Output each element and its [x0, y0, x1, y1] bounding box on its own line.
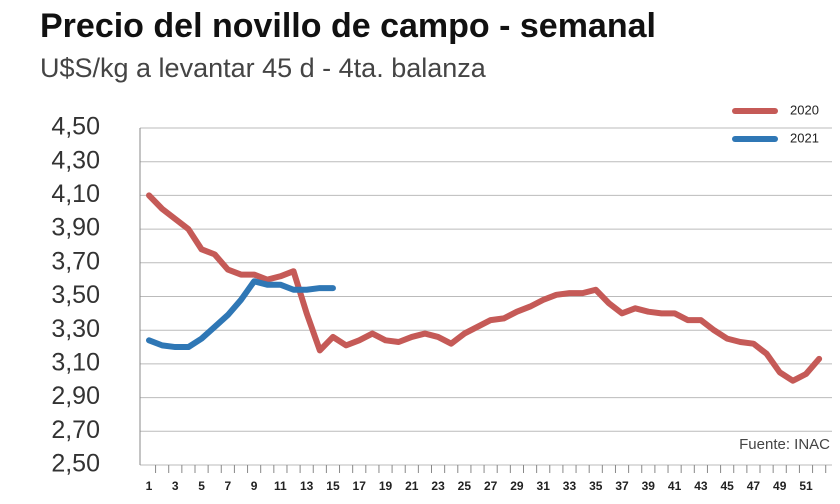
- x-tick-label: 49: [773, 479, 787, 493]
- y-tick-label: 4,10: [51, 180, 100, 208]
- x-tick-label: 5: [198, 479, 205, 493]
- x-tick-label: 41: [668, 479, 682, 493]
- x-tick-label: 3: [172, 479, 179, 493]
- x-tick-label: 11: [274, 479, 287, 493]
- x-tick-label: 13: [300, 479, 314, 493]
- x-tick-label: 21: [405, 479, 419, 493]
- series-line: [146, 192, 823, 384]
- y-tick-label: 2,70: [51, 416, 100, 444]
- x-tick-label: 7: [224, 479, 231, 493]
- x-tick-label: 37: [615, 479, 629, 493]
- x-tick-label: 43: [694, 479, 708, 493]
- x-tick-label: 39: [642, 479, 656, 493]
- chart-subtitle: U$S/kg a levantar 45 d - 4ta. balanza: [40, 53, 487, 83]
- x-tick-label: 45: [720, 479, 734, 493]
- x-tick-label: 27: [484, 479, 498, 493]
- legend-label: 2021: [790, 130, 819, 145]
- y-tick-label: 3,70: [51, 247, 100, 275]
- x-tick-label: 51: [799, 479, 813, 493]
- x-tick-label: 23: [431, 479, 445, 493]
- legend-label: 2020: [790, 102, 819, 117]
- x-tick-label: 17: [353, 479, 367, 493]
- x-tick-label: 35: [589, 479, 603, 493]
- y-tick-label: 3,30: [51, 315, 100, 343]
- x-tick-label: 29: [510, 479, 524, 493]
- y-tick-label: 4,50: [51, 113, 100, 141]
- y-tick-label: 3,10: [51, 349, 100, 377]
- x-tick-label: 1: [146, 479, 153, 493]
- y-tick-label: 3,90: [51, 214, 100, 242]
- x-tick-label: 33: [563, 479, 577, 493]
- x-tick-label: 25: [458, 479, 472, 493]
- y-tick-label: 2,90: [51, 382, 100, 410]
- x-tick-label: 47: [747, 479, 761, 493]
- series-line: [146, 278, 336, 351]
- x-tick-label: 15: [326, 479, 340, 493]
- chart-title: Precio del novillo de campo - semanal: [40, 7, 656, 45]
- x-tick-label: 9: [251, 479, 258, 493]
- y-tick-label: 2,50: [51, 450, 100, 478]
- x-tick-label: 31: [537, 479, 551, 493]
- source-note: Fuente: INAC: [739, 436, 830, 453]
- y-tick-label: 3,50: [51, 281, 100, 309]
- x-tick-label: 19: [379, 479, 393, 493]
- y-tick-label: 4,30: [51, 146, 100, 174]
